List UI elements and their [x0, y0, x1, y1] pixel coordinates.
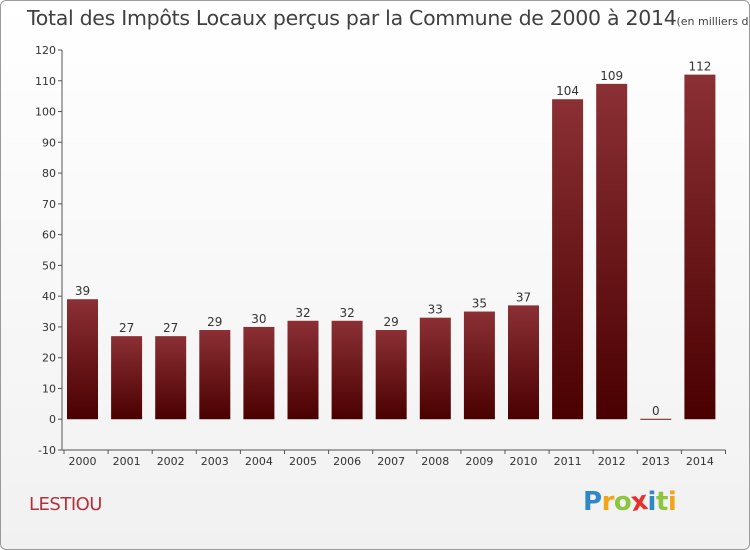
- y-tick-label: 50: [42, 259, 56, 272]
- x-tick-label: 2014: [686, 455, 714, 468]
- bar-2014: [684, 74, 716, 420]
- x-tick-label: 2006: [333, 455, 361, 468]
- y-tick-label: -10: [38, 444, 56, 457]
- bar-2002: [155, 336, 187, 420]
- logo-letter: i: [647, 487, 657, 517]
- x-tick-label: 2012: [598, 455, 626, 468]
- bar-2006: [331, 320, 363, 420]
- value-label: 37: [516, 290, 531, 304]
- y-tick-label: 90: [42, 136, 56, 149]
- value-label: 112: [688, 60, 711, 74]
- x-tick-label: 2001: [113, 455, 141, 468]
- bar-2008: [419, 317, 451, 420]
- x-tick-label: 2002: [157, 455, 185, 468]
- logo-letter: r: [601, 487, 615, 517]
- value-label: 109: [600, 69, 623, 83]
- value-label: 32: [295, 306, 310, 320]
- bar-2001: [111, 336, 143, 420]
- value-label: 27: [119, 321, 134, 335]
- value-label: 29: [207, 315, 222, 329]
- x-tick-label: 2000: [69, 455, 97, 468]
- bar-2005: [287, 320, 319, 420]
- value-label: 35: [472, 297, 487, 311]
- bar-2009: [463, 311, 495, 420]
- x-tick-label: 2003: [201, 455, 229, 468]
- x-tick-label: 2010: [510, 455, 538, 468]
- y-tick-label: 80: [42, 167, 56, 180]
- y-tick-label: 30: [42, 321, 56, 334]
- logo-letter: t: [655, 487, 668, 517]
- x-tick-label: 2008: [421, 455, 449, 468]
- y-tick-label: 0: [49, 413, 56, 426]
- bar-2004: [243, 326, 275, 420]
- y-tick-label: 10: [42, 382, 56, 395]
- commune-name: LESTIOU: [29, 494, 102, 515]
- logo-letter: i: [667, 487, 677, 517]
- y-tick-label: 20: [42, 352, 56, 365]
- logo-letter: P: [583, 487, 602, 517]
- bar-2010: [508, 305, 539, 420]
- chart-title: Total des Impôts Locaux perçus par la Co…: [27, 6, 749, 30]
- y-tick-label: 60: [42, 229, 56, 242]
- value-label: 27: [163, 321, 178, 335]
- bar-2013: [640, 418, 672, 420]
- x-tick-label: 2007: [377, 455, 405, 468]
- logo-letter: o: [613, 487, 632, 517]
- y-tick-label: 110: [35, 75, 56, 88]
- value-label: 33: [428, 303, 443, 317]
- y-tick-label: 100: [35, 106, 56, 119]
- value-label: 39: [75, 284, 90, 298]
- value-label: 32: [339, 306, 354, 320]
- bar-2011: [552, 99, 584, 420]
- bar-2012: [596, 83, 628, 420]
- value-label: 30: [251, 312, 266, 326]
- x-tick-label: 2009: [465, 455, 493, 468]
- x-tick-label: 2005: [289, 455, 317, 468]
- bar-2000: [67, 299, 98, 420]
- logo-letter: x: [629, 486, 650, 518]
- value-label: 104: [556, 84, 579, 98]
- y-tick-label: 70: [42, 198, 56, 211]
- unit-note: (en milliers d'€): [676, 15, 749, 28]
- y-tick-label: 40: [42, 290, 56, 303]
- proxiti-logo: Proxiti: [583, 486, 677, 518]
- title-text: Total des Impôts Locaux perçus par la Co…: [27, 6, 677, 30]
- value-label: 0: [652, 404, 660, 418]
- bar-2007: [375, 330, 407, 420]
- x-tick-label: 2004: [245, 455, 273, 468]
- x-tick-label: 2013: [642, 455, 670, 468]
- value-label: 29: [384, 315, 399, 329]
- x-tick-label: 2011: [554, 455, 582, 468]
- bar-2003: [199, 330, 231, 420]
- y-tick-label: 120: [35, 44, 56, 57]
